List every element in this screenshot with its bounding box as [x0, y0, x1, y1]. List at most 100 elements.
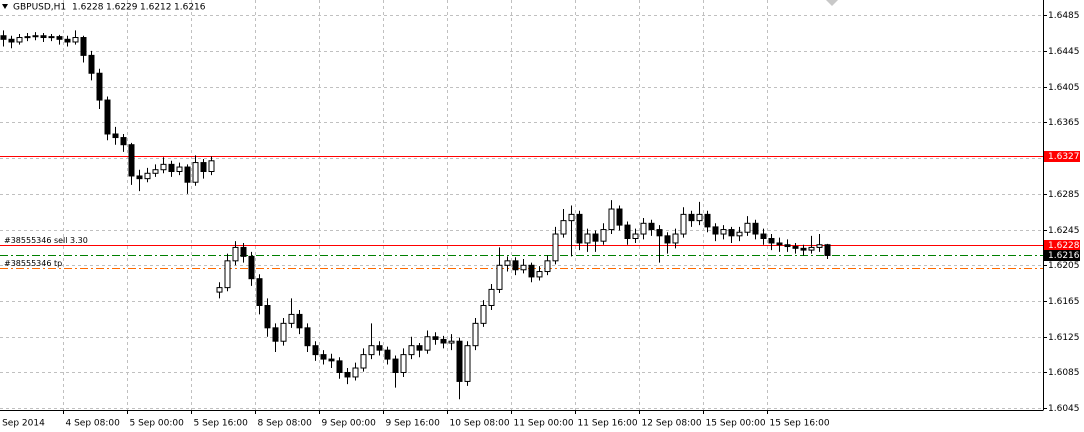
- candle-body: [432, 336, 439, 340]
- candle-body: [336, 360, 343, 373]
- level-value: 1.6228: [1048, 241, 1080, 251]
- x-tick-label: 10 Sep 08:00: [450, 419, 510, 429]
- header-arrow: [2, 4, 8, 9]
- candle-body: [344, 371, 351, 378]
- x-tick-label: 15 Sep 00:00: [706, 419, 766, 429]
- grid: [0, 0, 1043, 410]
- candle-body: [136, 175, 143, 180]
- candle-body: [80, 37, 87, 56]
- candle-body: [616, 208, 623, 226]
- last-close: 1.6216: [174, 3, 206, 13]
- x-tick-label: 15 Sep 16:00: [770, 419, 830, 429]
- candle-body: [296, 313, 303, 329]
- candle-body: [160, 163, 167, 171]
- candle-body: [656, 229, 663, 237]
- candle-body: [104, 99, 111, 135]
- candle-body: [784, 244, 791, 248]
- y-tick-label: 1.6485: [1048, 11, 1080, 21]
- candle-body: [376, 345, 383, 351]
- x-tick-label: 9 Sep 16:00: [386, 419, 441, 429]
- y-tick-label: 1.6405: [1048, 83, 1080, 93]
- candle-body: [128, 144, 135, 177]
- candle-body: [680, 213, 687, 235]
- level-value: 1.6216: [1048, 251, 1080, 261]
- candle-body: [408, 345, 415, 356]
- candle-body: [288, 313, 295, 324]
- candle-body: [632, 233, 639, 239]
- candle-body: [464, 345, 471, 382]
- candle-body: [112, 133, 119, 139]
- candle-body: [392, 358, 399, 373]
- y-tick-label: 1.6245: [1048, 226, 1080, 236]
- candle-body: [688, 213, 695, 222]
- candle-body: [728, 229, 735, 237]
- y-tick-label: 1.6165: [1048, 297, 1080, 307]
- candle-body: [512, 260, 519, 271]
- candle-body: [504, 260, 511, 266]
- x-tick-label: 11 Sep 16:00: [578, 419, 638, 429]
- candle-body: [24, 36, 31, 39]
- candle-body: [696, 213, 703, 222]
- x-tick-label: 12 Sep 08:00: [642, 419, 702, 429]
- candle-body: [480, 304, 487, 324]
- candle-body: [320, 354, 327, 360]
- candle-body: [448, 340, 455, 344]
- candle-body: [256, 278, 263, 306]
- candle-body: [760, 233, 767, 239]
- symbol: GBPUSD,H1: [13, 3, 66, 13]
- candle-body: [712, 226, 719, 235]
- candle-body: [168, 163, 175, 173]
- candle-body: [704, 213, 711, 228]
- candle-body: [400, 354, 407, 373]
- x-tick-label: 4 Sep 08:00: [66, 419, 121, 429]
- candle-body: [672, 233, 679, 244]
- candle-body: [792, 246, 799, 249]
- x-tick-label: 9 Sep 00:00: [322, 419, 377, 429]
- candle-body: [608, 208, 615, 231]
- candle-body: [352, 367, 359, 378]
- level-name: #38555346 tp: [4, 259, 62, 268]
- candle-body: [72, 37, 79, 43]
- candle-body: [152, 169, 159, 174]
- candle-body: [248, 255, 255, 280]
- candle-body: [456, 340, 463, 382]
- levels: #38555346 sell 3.30 #38555346 tp: [0, 156, 1043, 269]
- candle-body: [88, 54, 95, 74]
- candle-body: [472, 322, 479, 347]
- candle-body: [600, 229, 607, 242]
- y-tick-label: 1.6365: [1048, 118, 1080, 128]
- candle-body: [192, 162, 199, 183]
- x-tick-label: 4 Sep 2014: [0, 419, 45, 429]
- candle-body: [552, 233, 559, 262]
- candle-body: [0, 35, 7, 40]
- candle-body: [560, 220, 567, 235]
- candle-body: [536, 271, 543, 278]
- level-box: [1044, 250, 1080, 261]
- candle-body: [416, 345, 423, 351]
- candle-body: [568, 213, 575, 222]
- candle-body: [48, 36, 55, 39]
- last-open: 1.6228: [72, 3, 104, 13]
- candle-body: [208, 160, 215, 173]
- y-tick-label: 1.6125: [1048, 333, 1080, 343]
- candle-body: [424, 336, 431, 351]
- y-tick-label: 1.6285: [1048, 190, 1080, 200]
- x-tick-label: 5 Sep 16:00: [194, 419, 249, 429]
- candle-body: [752, 222, 759, 235]
- candle-body: [272, 327, 279, 342]
- candle-body: [520, 264, 527, 271]
- candle-body: [768, 237, 775, 244]
- candle-body: [16, 37, 23, 43]
- candle-body: [176, 166, 183, 173]
- candle-body: [496, 264, 503, 290]
- candle-body: [264, 304, 271, 329]
- level-value: 1.6327: [1048, 152, 1080, 162]
- candle-body: [32, 35, 39, 38]
- x-tick-label: 11 Sep 00:00: [514, 419, 574, 429]
- candle-body: [440, 338, 447, 344]
- candle-body: [776, 242, 783, 246]
- level-name: #38555346 sell 3.30: [4, 236, 88, 245]
- candle-body: [576, 213, 583, 244]
